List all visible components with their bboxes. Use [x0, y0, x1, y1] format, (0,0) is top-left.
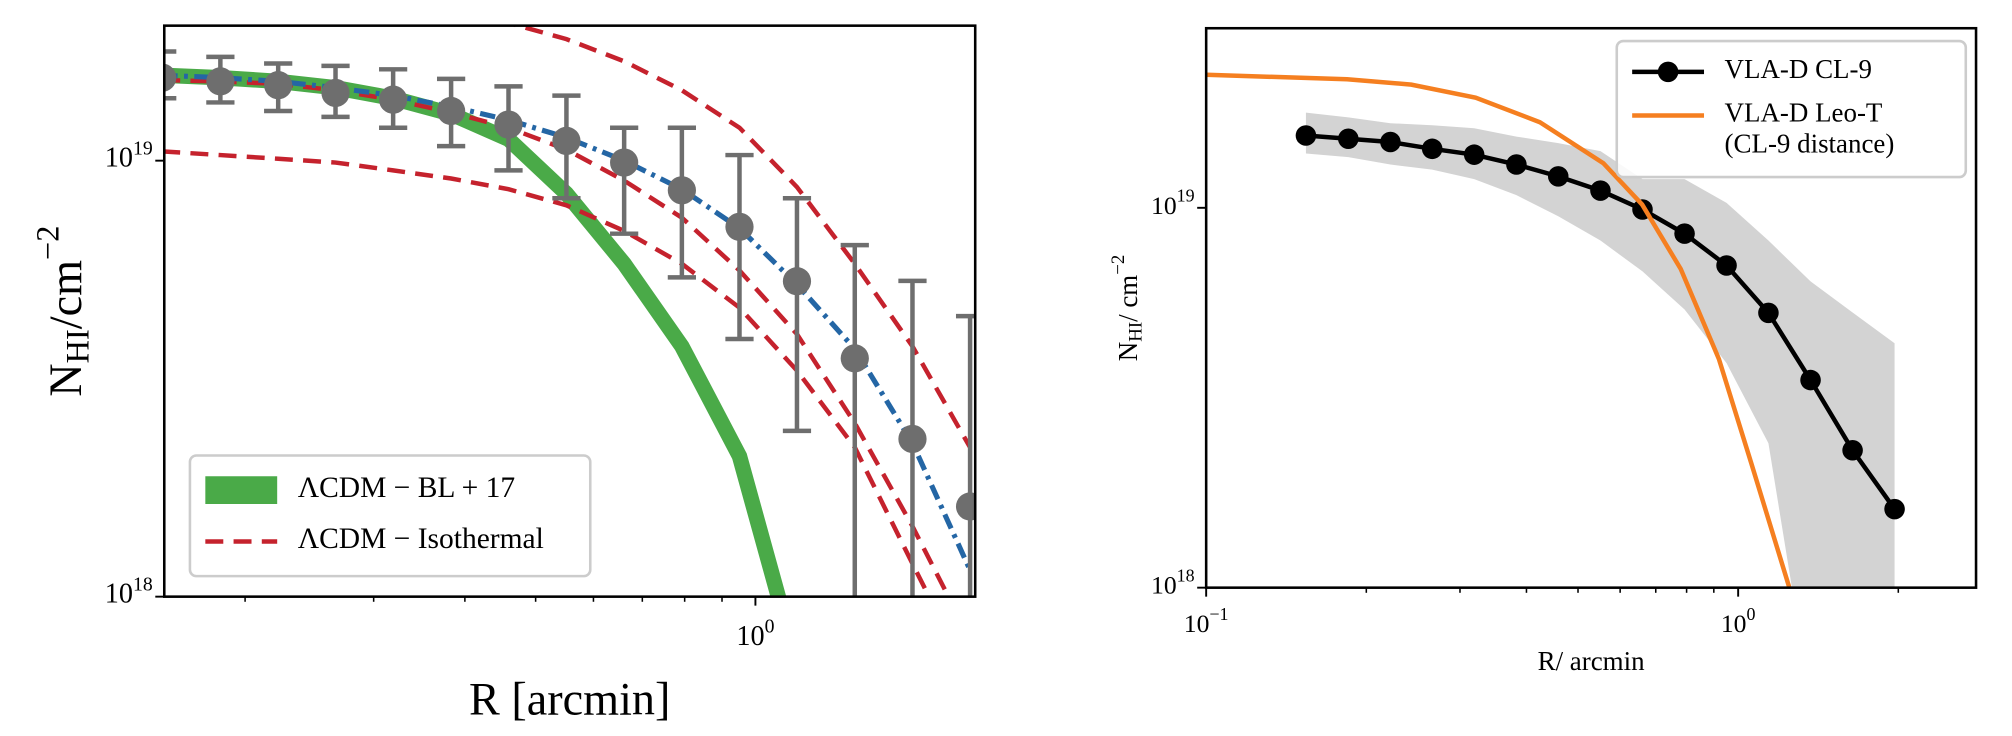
- legend-label: VLA-D Leo-T: [1725, 98, 1883, 128]
- data-point: [494, 110, 523, 139]
- tick-exponent: 19: [1177, 186, 1195, 206]
- ylabel-after: /cm: [39, 260, 90, 329]
- data-point: [667, 176, 696, 205]
- y-tick-label: 1019: [1151, 186, 1195, 220]
- tick-base: 10: [1151, 191, 1177, 220]
- tick-base: 10: [1721, 609, 1747, 638]
- tick-exponent: 18: [133, 573, 153, 595]
- tick-base: 10: [736, 621, 764, 652]
- curve: [164, 149, 932, 597]
- legend-label: VLA-D CL-9: [1725, 54, 1872, 84]
- data-point: [840, 344, 869, 373]
- legend-box: [1615, 39, 1968, 179]
- ylabel-sub: HI: [60, 329, 96, 363]
- tick-exponent: −1: [1209, 604, 1228, 624]
- data-point: [1506, 154, 1527, 175]
- x-axis-label: R [arcmin]: [469, 673, 670, 724]
- data-point: [264, 71, 293, 100]
- tick-base: 10: [105, 143, 133, 174]
- data-point: [1295, 125, 1317, 146]
- ylabel-text: N: [1113, 342, 1143, 361]
- data-point: [1842, 439, 1863, 461]
- data-point: [552, 126, 581, 156]
- plot-area: [164, 25, 976, 597]
- ylabel-sub: HI: [1126, 322, 1147, 342]
- data-point: [1338, 128, 1359, 150]
- ylabel-sup: −2: [1108, 255, 1129, 275]
- data-point: [1421, 138, 1443, 160]
- data-point: [164, 63, 177, 92]
- y-axis-label: NHI/ cm−2: [1108, 255, 1147, 362]
- x-tick-label: 100: [736, 615, 774, 652]
- x-tick-label: 10−1: [1184, 604, 1229, 638]
- data-point: [321, 78, 350, 108]
- ylabel-text: N: [39, 363, 90, 396]
- y-tick-label: 1018: [1151, 566, 1195, 600]
- tick-base: 10: [1184, 609, 1210, 638]
- tick-base: 10: [105, 579, 133, 610]
- data-point: [1463, 144, 1485, 165]
- curve: [1206, 72, 1792, 588]
- axes-frame: [1204, 26, 1978, 589]
- data-point: [1590, 180, 1611, 201]
- data-point: [1758, 302, 1779, 324]
- y-axis-label: NHI/cm−2: [30, 226, 96, 397]
- data-point: [782, 267, 812, 296]
- tick-exponent: 18: [1177, 566, 1195, 586]
- y-tick-label: 1018: [105, 573, 153, 610]
- legend-label: (CL-9 distance): [1725, 128, 1895, 158]
- ylabel-sup: −2: [30, 226, 66, 260]
- data-point: [955, 492, 976, 521]
- tick-exponent: 0: [1746, 604, 1755, 624]
- data-point: [436, 96, 466, 126]
- axes-frame: [162, 24, 977, 598]
- data-point: [898, 424, 927, 454]
- x-axis-label: R/ arcmin: [1538, 646, 1646, 676]
- tick-exponent: 19: [133, 137, 153, 159]
- data-point: [206, 67, 235, 96]
- ylabel-after: / cm: [1113, 275, 1143, 322]
- x-tick-label: 100: [1721, 604, 1756, 638]
- data-point: [1674, 223, 1695, 244]
- legend-label: ΛCDM − BL + 17: [298, 472, 515, 504]
- error-band: [1305, 112, 1895, 588]
- data-point: [1380, 131, 1401, 153]
- legend-box: [188, 454, 592, 578]
- curve: [510, 25, 973, 449]
- y-tick-label: 1019: [105, 137, 153, 174]
- data-point: [1716, 255, 1737, 276]
- data-point: [725, 212, 754, 241]
- legend-label: ΛCDM − Isothermal: [298, 523, 544, 555]
- data-point: [1547, 166, 1569, 187]
- tick-base: 10: [1151, 571, 1177, 600]
- data-point: [610, 148, 639, 177]
- plot-area: [1206, 72, 1905, 588]
- tick-exponent: 0: [765, 615, 775, 637]
- data-point: [1884, 498, 1905, 520]
- legend-marker: [1657, 61, 1679, 83]
- data-point: [1800, 369, 1821, 391]
- data-point: [379, 85, 408, 114]
